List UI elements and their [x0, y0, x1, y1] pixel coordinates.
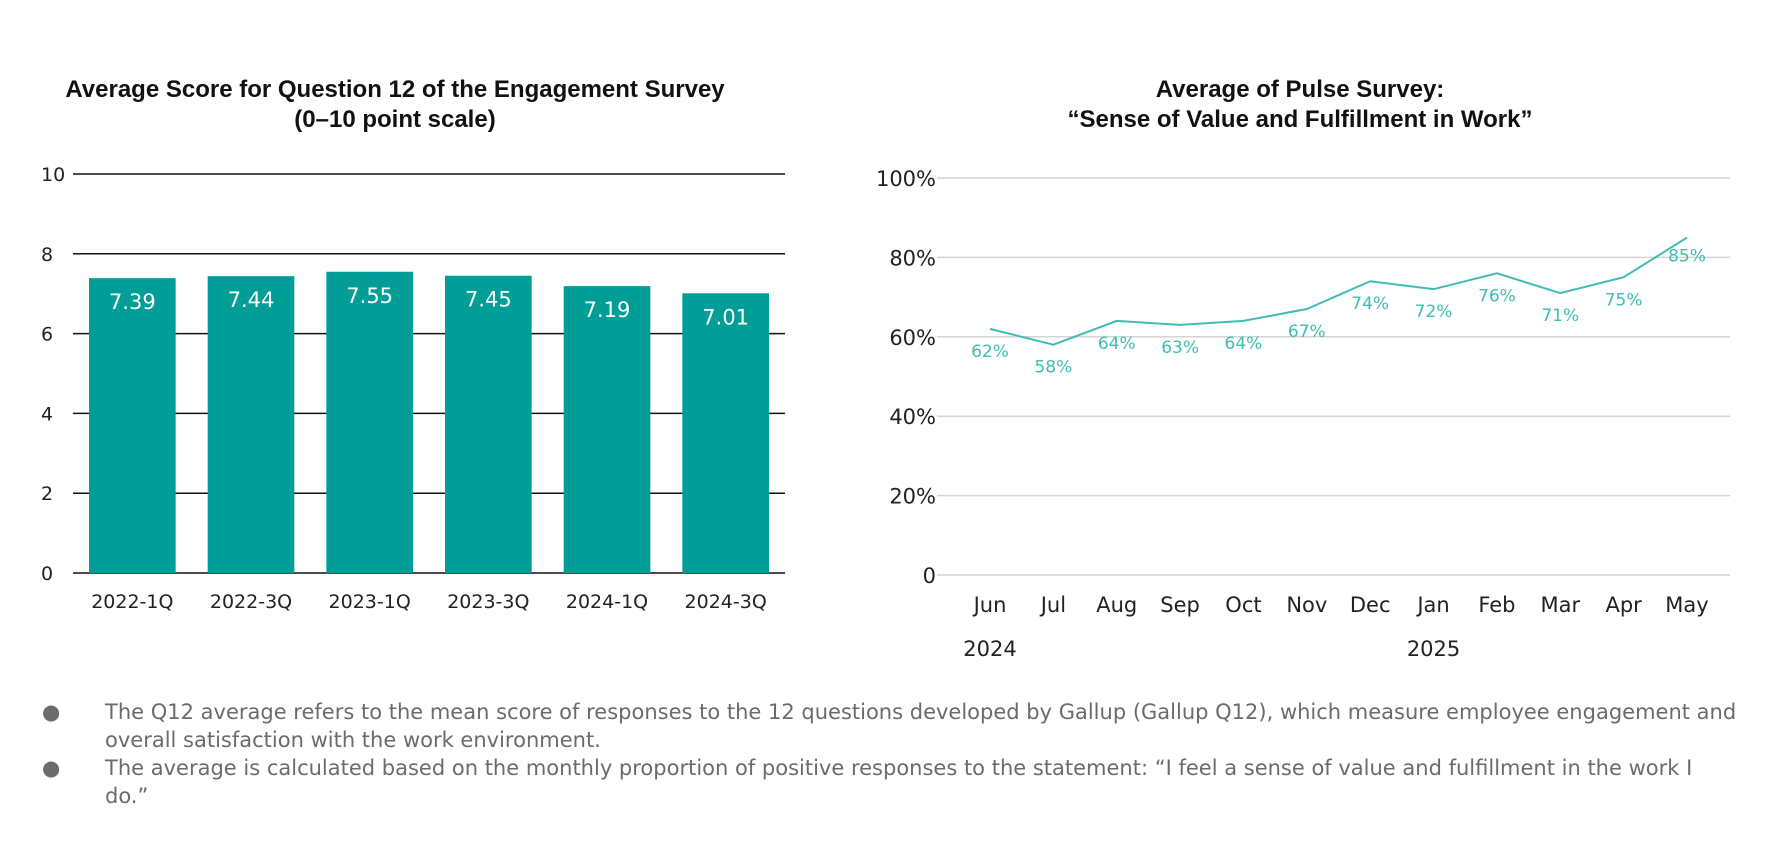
- data-label: 85%: [1668, 247, 1706, 267]
- bar: [326, 271, 413, 573]
- bar-chart-title-line-2: (0–10 point scale): [294, 106, 496, 133]
- x-tick-label: Mar: [1540, 593, 1580, 617]
- year-label: 2025: [1407, 637, 1460, 661]
- x-tick-label: Oct: [1225, 593, 1261, 617]
- data-label: 74%: [1351, 294, 1389, 314]
- x-tick-label: May: [1665, 593, 1708, 617]
- y-tick-label: 60%: [889, 326, 936, 350]
- bar-value-label: 7.39: [109, 290, 156, 314]
- x-tick-label: Nov: [1286, 593, 1327, 617]
- bar-value-label: 7.45: [465, 288, 512, 312]
- bar-chart-title-line-1: Average Score for Question 12 of the Eng…: [65, 76, 725, 103]
- data-label: 62%: [971, 342, 1009, 362]
- x-tick-label: Feb: [1478, 593, 1515, 617]
- line-chart-title: Average of Pulse Survey: “Sense of Value…: [860, 75, 1740, 135]
- y-tick-label: 100%: [876, 167, 936, 191]
- year-label: 2024: [963, 637, 1016, 661]
- x-tick-label: Apr: [1605, 593, 1642, 617]
- x-tick-label: 2022-3Q: [210, 591, 292, 613]
- pulse-line-chart: 0 20% 40% 60% 80% 100% 62% Jun 58% Jul 64% Aug 63% Se…: [876, 167, 1730, 661]
- bullet-icon: ●: [42, 756, 61, 780]
- data-label: 58%: [1034, 358, 1072, 378]
- data-label: 63%: [1161, 338, 1199, 358]
- bar-value-label: 7.44: [228, 288, 275, 312]
- bar-value-label: 7.01: [702, 305, 749, 329]
- x-tick-label: Dec: [1350, 593, 1391, 617]
- bar: [89, 278, 176, 573]
- y-tick-label: 2: [41, 483, 53, 505]
- x-tick-label: Jan: [1415, 593, 1449, 617]
- y-tick-label: 0: [41, 563, 53, 585]
- y-tick-label: 6: [41, 324, 53, 346]
- bar: [563, 286, 651, 573]
- bar: [682, 293, 769, 573]
- data-label: 64%: [1225, 334, 1263, 354]
- x-tick-label: 2023-1Q: [329, 591, 411, 613]
- footnote-item: ● The average is calculated based on the …: [42, 754, 1742, 810]
- x-tick-label: Sep: [1160, 593, 1200, 617]
- series-line: [989, 236, 1688, 346]
- x-tick-label: 2024-3Q: [685, 591, 767, 613]
- y-tick-label: 40%: [889, 405, 936, 429]
- data-label: 76%: [1478, 286, 1516, 306]
- x-tick-label: Jul: [1039, 593, 1066, 617]
- data-label: 72%: [1415, 302, 1453, 322]
- bar-value-label: 7.19: [584, 298, 631, 322]
- data-label: 64%: [1098, 334, 1136, 354]
- data-label: 67%: [1288, 322, 1326, 342]
- x-tick-label: 2024-1Q: [566, 591, 648, 613]
- bar-chart-title: Average Score for Question 12 of the Eng…: [20, 75, 770, 135]
- bar: [207, 276, 295, 573]
- bar-value-label: 7.55: [346, 284, 393, 308]
- data-label: 71%: [1541, 306, 1579, 326]
- bar: [445, 275, 532, 573]
- y-tick-label: 20%: [889, 485, 936, 509]
- data-label: 75%: [1605, 290, 1643, 310]
- q12-bar-chart: 0 2 4 6 8 10 7.39 2022-1Q 7.44 2022-3Q 7.55 2023-1Q…: [41, 164, 785, 613]
- footnote-text: The Q12 average refers to the mean score…: [105, 700, 1737, 752]
- x-tick-label: 2023-3Q: [447, 591, 529, 613]
- line-chart-title-line-1: Average of Pulse Survey:: [1155, 76, 1445, 103]
- y-tick-label: 10: [41, 164, 65, 186]
- x-tick-label: 2022-1Q: [91, 591, 173, 613]
- footnote-item: ● The Q12 average refers to the mean scor…: [42, 698, 1742, 754]
- y-tick-label: 80%: [889, 246, 936, 270]
- x-tick-label: Aug: [1096, 593, 1137, 617]
- line-chart-title-line-2: “Sense of Value and Fulfillment in Work”: [1067, 106, 1533, 133]
- footnotes: ● The Q12 average refers to the mean scor…: [42, 698, 1742, 810]
- y-tick-label: 0: [923, 564, 936, 588]
- footnote-text: The average is calculated based on the m…: [105, 756, 1693, 808]
- x-tick-label: Jun: [972, 593, 1007, 617]
- y-tick-label: 4: [41, 403, 53, 425]
- y-tick-label: 8: [41, 244, 53, 266]
- bullet-icon: ●: [42, 700, 61, 724]
